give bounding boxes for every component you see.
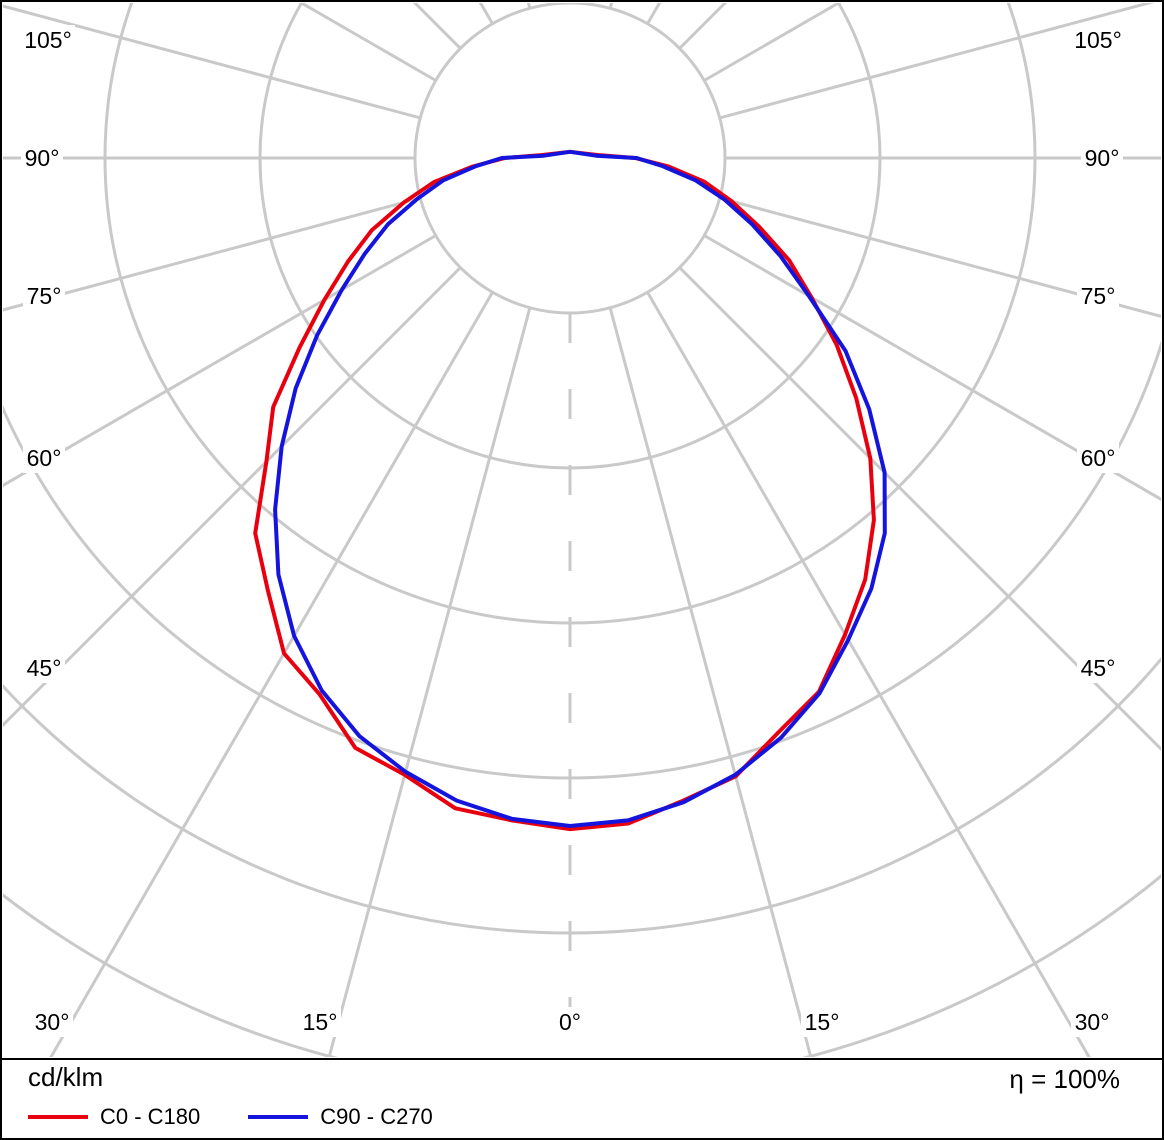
angle-label: 45° (27, 655, 62, 681)
angle-label: 60° (27, 445, 62, 471)
angle-label: 60° (1081, 445, 1116, 471)
angle-label: 90° (1085, 145, 1120, 171)
legend-item-c90: C90 - C270 (248, 1104, 433, 1130)
legend-label-c0: C0 - C180 (100, 1104, 201, 1129)
c0-line-swatch (28, 1115, 88, 1119)
angle-label: 0° (559, 1009, 581, 1035)
angle-label: 45° (1081, 655, 1116, 681)
angle-label: 105° (24, 27, 72, 53)
legend: C0 - C180 C90 - C270 (28, 1104, 481, 1130)
legend-item-c0: C0 - C180 (28, 1104, 200, 1130)
angle-label: 30° (1075, 1009, 1110, 1035)
angle-label: 30° (35, 1009, 70, 1035)
polar-chart: 105° 90° 75° 60° 45° 30° 15° 0° 15° 30° 45° 60° 75° 9… (2, 2, 1162, 1060)
polar-grid (3, 3, 1161, 1057)
angle-label: 15° (303, 1009, 338, 1035)
curve-c90-c270 (273, 149, 887, 828)
angle-label: 15° (805, 1009, 840, 1035)
unit-label: cd/klm (28, 1062, 104, 1092)
angle-label: 75° (1081, 283, 1116, 309)
curve-c0-c180 (253, 149, 876, 832)
legend-bar: cd/klm η = 100% C0 - C180 C90 - C270 (2, 1060, 1162, 1138)
c90-line-swatch (248, 1115, 309, 1119)
efficiency-label: η = 100% (1009, 1064, 1120, 1094)
angle-label: 90° (25, 145, 60, 171)
angle-labels: 105° 90° 75° 60° 45° 30° 15° 0° 15° 30° 45° 60° 75° 9… (21, 25, 1125, 1037)
angle-label: 75° (27, 283, 62, 309)
angle-label: 105° (1074, 27, 1122, 53)
legend-label-c90: C90 - C270 (320, 1104, 433, 1129)
